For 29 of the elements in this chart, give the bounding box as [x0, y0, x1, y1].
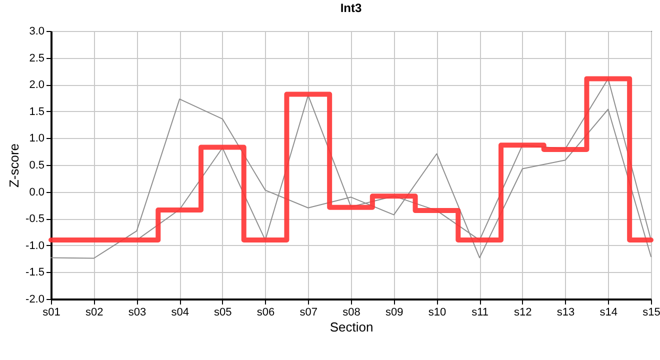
x-tick-label: s14 — [600, 306, 618, 318]
x-tick-label: s07 — [300, 306, 318, 318]
y-tick-label: 1.5 — [29, 106, 44, 118]
y-tick-label: 1.0 — [29, 132, 44, 145]
x-tick-label: s09 — [385, 306, 404, 318]
chart-title: Int3 — [340, 1, 362, 15]
y-tick-label: -0.5 — [26, 213, 44, 226]
y-tick-label: 0.0 — [29, 186, 44, 198]
x-tick-label: s11 — [472, 306, 489, 318]
x-tick-label: s04 — [171, 306, 189, 318]
x-tick-label: s10 — [428, 306, 446, 318]
y-tick-label: -1.5 — [26, 266, 44, 279]
y-tick-label: 2.0 — [29, 79, 44, 92]
y-tick-label: 2.5 — [29, 52, 44, 64]
x-tick-label: s15 — [642, 306, 660, 318]
y-tick-label: -1.0 — [26, 240, 44, 252]
x-tick-label: s02 — [85, 306, 104, 318]
x-tick-label: s01 — [42, 306, 60, 318]
y-tick-label: 0.5 — [29, 160, 44, 172]
x-axis-title: Section — [330, 320, 374, 334]
y-tick-label: -2.0 — [26, 294, 44, 306]
x-tick-label: s03 — [128, 306, 146, 318]
y-axis-title: Z-score — [6, 143, 22, 188]
x-tick-label: s13 — [556, 306, 575, 318]
x-tick-label: s05 — [214, 306, 232, 318]
x-tick-label: s06 — [256, 306, 275, 318]
x-tick-label: s12 — [514, 306, 532, 318]
x-tick-label: s08 — [342, 306, 360, 318]
y-tick-label: 3.0 — [29, 26, 44, 38]
